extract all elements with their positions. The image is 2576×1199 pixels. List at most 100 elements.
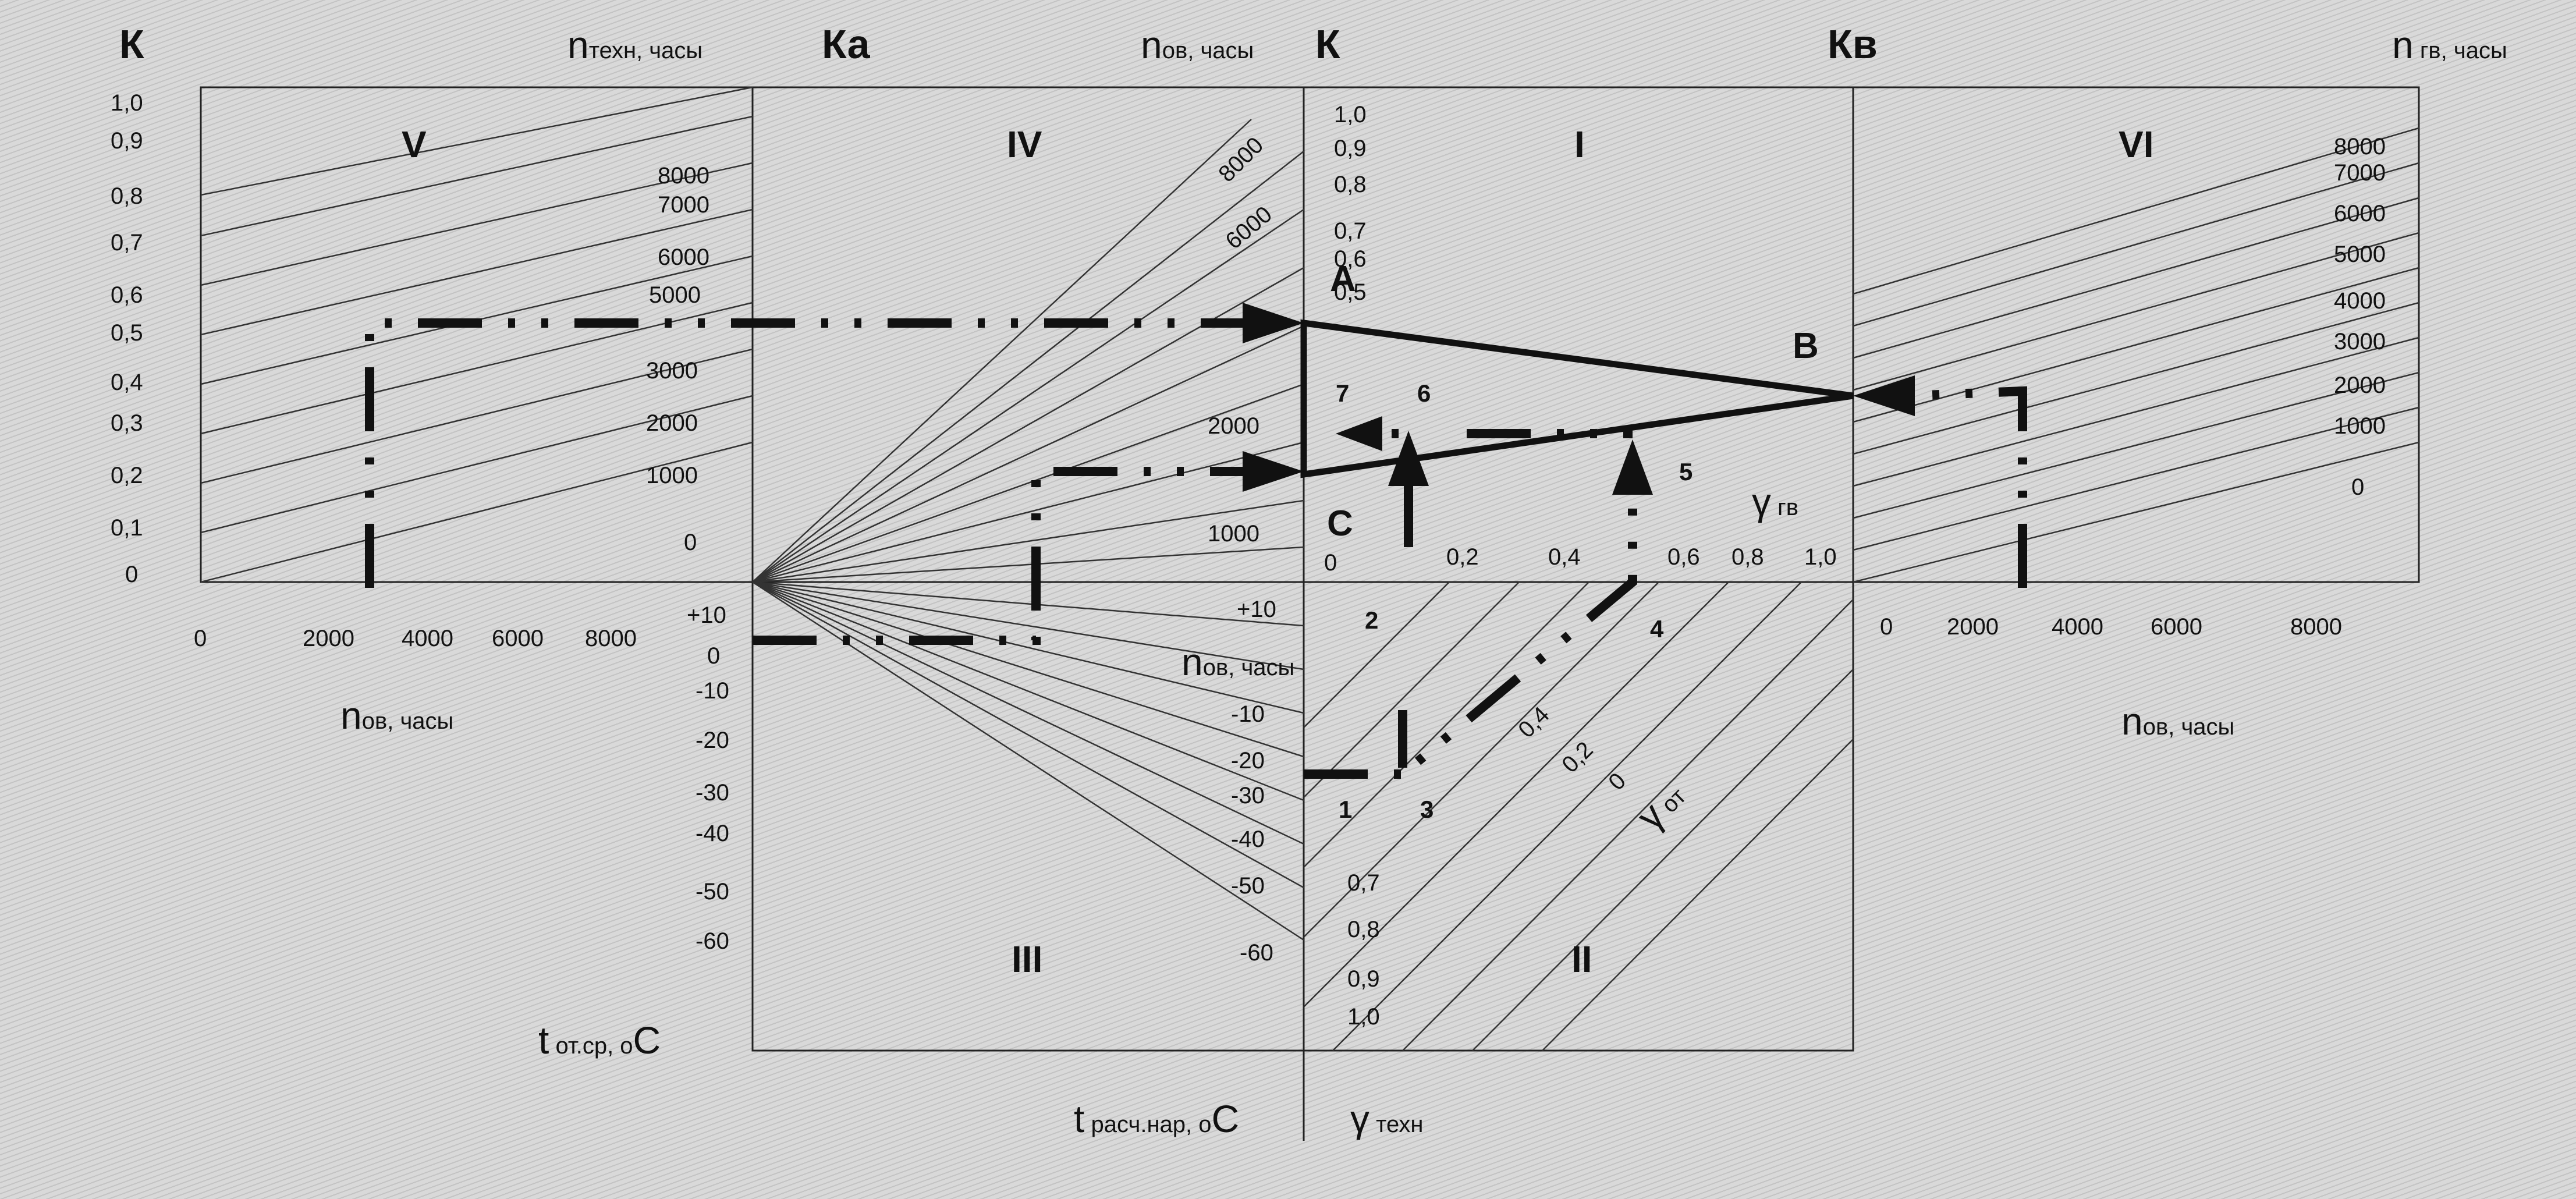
ntech-curve-label: 5000 (649, 282, 701, 308)
k-left-tick: 0,2 (111, 463, 143, 488)
arrow-to-c (1243, 451, 1304, 492)
gamma-tech-tick: 1,0 (1347, 1004, 1380, 1030)
point-a-label: A (1330, 259, 1356, 299)
gv-curve-label: 3000 (2334, 329, 2386, 354)
ntech-curve-label: 0 (684, 530, 697, 555)
temp-left-tick: -10 (696, 678, 729, 704)
gamma-gv-ticks: 0,2 0,4 0,6 0,8 1,0 (1446, 544, 1837, 570)
quadrant-iii-rays (752, 581, 1304, 941)
temp-mid-tick: +10 (1237, 597, 1276, 622)
iv-curve-label: 0 (1324, 550, 1337, 576)
temp-mid-tick: -50 (1231, 873, 1265, 899)
nov-left-axis-title: nов, часы (340, 694, 453, 737)
arrow-step-5 (1612, 439, 1653, 495)
point-c-label: C (1327, 503, 1353, 544)
k-left-tick: 0,8 (111, 183, 143, 209)
path-temp-to-c (753, 467, 1254, 645)
k-left-tick: 0,9 (111, 128, 143, 154)
ntech-curve-label: 6000 (658, 244, 709, 270)
gamma-ot-axis-title: γ от (1628, 773, 1694, 838)
construction-paths (365, 318, 2027, 785)
quadrant-iv-rays (752, 119, 1304, 583)
nov-left-tick: 8000 (585, 626, 637, 651)
gamma-ot-tick: 0,4 (1513, 702, 1554, 743)
gamma-gv-tick: 0,6 (1667, 544, 1700, 570)
gv-curve-label: 2000 (2334, 373, 2386, 398)
quadrant-iii-frame (751, 581, 1305, 1052)
quadrant-frames (200, 86, 2420, 1141)
quadrant-iv-label: IV (1007, 123, 1042, 165)
iv-curve-labels: 8000 6000 2000 1000 0 (1208, 132, 1337, 576)
k-left-ticks: 1,0 0,9 0,8 0,7 0,6 0,5 0,4 0,3 0,2 0,1 … (111, 90, 143, 587)
gamma-ot-ticks: 0,4 0,2 0 (1513, 702, 1631, 795)
quadrant-i-label: I (1574, 123, 1585, 165)
ka-label: Ка (822, 22, 871, 67)
t-otsr-axis-title: t от.ср, оС (538, 1019, 661, 1062)
temp-mid-tick: -20 (1231, 748, 1265, 774)
nomogram-lines (200, 86, 2419, 1051)
temp-left-tick: -40 (696, 821, 729, 846)
k-left-tick: 0,3 (111, 410, 143, 436)
k-left-tick: 0,5 (111, 320, 143, 346)
nov-right-tick: 2000 (1947, 614, 1999, 640)
ntech-curve-labels: 8000 7000 6000 5000 3000 2000 1000 0 (646, 163, 709, 555)
quadrant-vi-lines (1853, 127, 2419, 583)
arrowheads (1243, 303, 1915, 495)
gamma-gv-tick: 0,4 (1548, 544, 1581, 570)
nov-left-ticks: 0 2000 4000 6000 8000 (194, 626, 637, 651)
nov-top-axis-title: nов, часы (1141, 23, 1254, 66)
k-mid-tick: 0,8 (1334, 172, 1367, 197)
k-left-tick: 0 (125, 562, 138, 587)
point-b-label: B (1793, 326, 1819, 366)
nov-right-tick: 8000 (2290, 614, 2342, 640)
nov-left-tick: 4000 (402, 626, 453, 651)
arrow-to-a (1243, 303, 1304, 343)
temp-left-ticks: +10 0 -10 -20 -30 -40 -50 -60 (687, 602, 729, 954)
step-7-label: 7 (1336, 379, 1349, 407)
path-steps-1-to-5 (1304, 501, 1637, 785)
k-mid-ticks: 1,0 0,9 0,8 0,7 0,6 0,5 (1334, 102, 1367, 305)
gamma-tech-axis-title: γ техн (1350, 1097, 1423, 1140)
temp-left-tick: 0 (707, 643, 720, 669)
ntech-curve-label: 1000 (646, 463, 698, 488)
k-mid-tick: 0,7 (1334, 218, 1367, 244)
nov-left-tick: 6000 (492, 626, 544, 651)
temp-mid-tick: -30 (1231, 783, 1265, 808)
nov-left-tick: 2000 (303, 626, 354, 651)
k-mid-tick: 1,0 (1334, 102, 1367, 127)
gamma-tech-tick: 0,8 (1347, 917, 1380, 942)
gamma-gv-axis-title: γ гв (1752, 480, 1798, 523)
gv-curve-label: 8000 (2334, 134, 2386, 159)
t-rasch-axis-title: t расч.нар, оС (1074, 1097, 1239, 1140)
k-left-tick: 0,6 (111, 282, 143, 308)
step-6-label: 6 (1417, 379, 1431, 407)
nov-right-tick: 6000 (2151, 614, 2202, 640)
arrow-step-6 (1388, 431, 1429, 486)
quadrant-vi-frame (1852, 86, 2420, 583)
step-2-label: 2 (1365, 606, 1378, 634)
ntech-axis-title: nтехн, часы (567, 23, 702, 66)
ntech-curve-label: 7000 (658, 192, 709, 218)
k-mid-tick: 0,9 (1334, 136, 1367, 161)
quadrant-iii-label: III (1012, 938, 1042, 980)
temp-mid-tick: -60 (1240, 940, 1273, 966)
ntech-curve-label: 8000 (658, 163, 709, 189)
step-5-label: 5 (1679, 458, 1693, 485)
gv-curve-label: 6000 (2334, 201, 2386, 226)
k-mid-tick: 0,6 (1334, 246, 1367, 272)
gamma-tech-ticks: 0,7 0,8 0,9 1,0 (1347, 870, 1380, 1030)
step-3-label: 3 (1420, 796, 1434, 823)
step-1-label: 1 (1339, 796, 1352, 823)
kv-label: Кв (1828, 22, 1878, 67)
temp-left-tick: -50 (696, 879, 729, 904)
nov-mid-axis-title: nов, часы (1181, 640, 1294, 683)
ngv-axis-title: n гв, часы (2392, 23, 2507, 66)
quadrant-vi-label: VI (2119, 123, 2153, 165)
nov-left-tick: 0 (194, 626, 207, 651)
temp-left-tick: -20 (696, 728, 729, 753)
temp-mid-ticks: +10 -10 -20 -30 -40 -50 -60 (1231, 597, 1276, 966)
ntech-curve-label: 3000 (646, 358, 698, 384)
k-left-tick: 0,4 (111, 370, 143, 395)
nov-right-tick: 4000 (2052, 614, 2103, 640)
